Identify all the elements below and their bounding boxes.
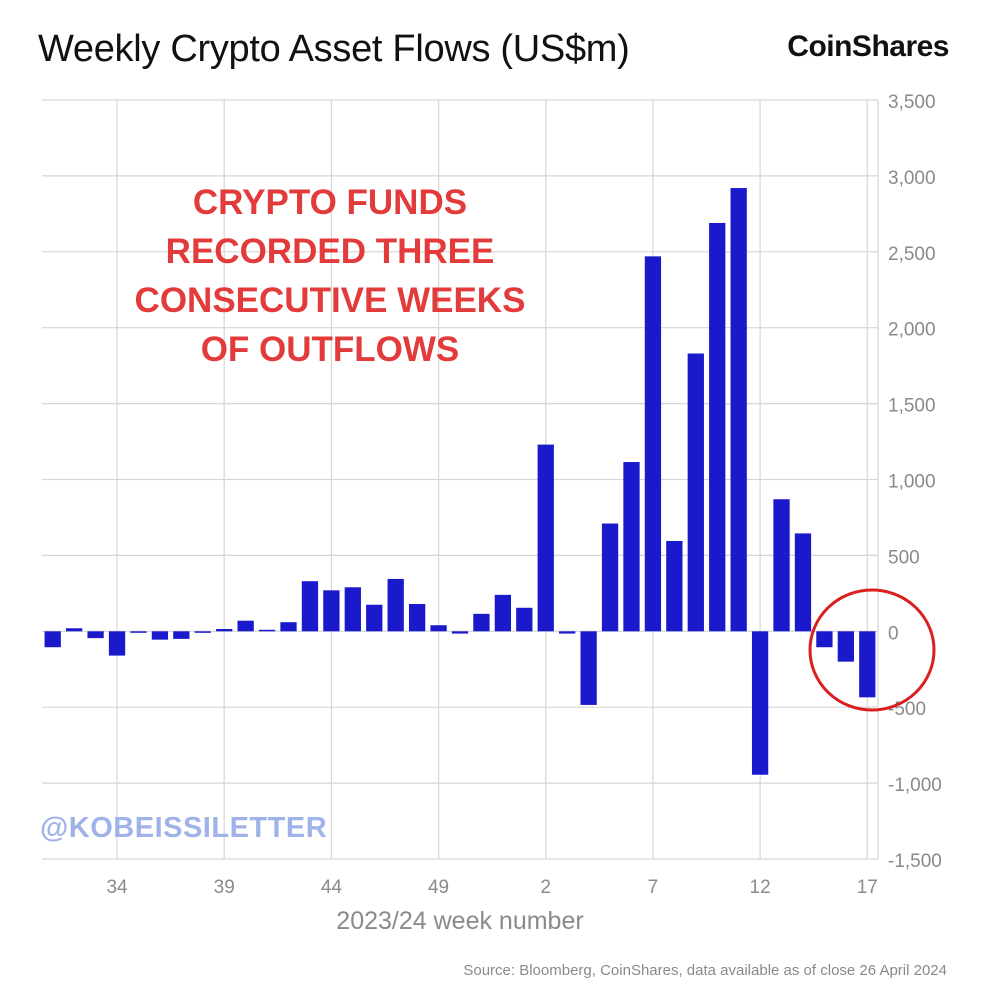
bar-week-9	[687, 353, 704, 632]
bar-week-3	[559, 631, 576, 634]
x-tick-label: 39	[214, 877, 235, 898]
y-tick-label: 1,500	[888, 396, 936, 417]
bar-week-32	[66, 628, 83, 632]
bar-series	[44, 188, 876, 775]
bar-week-34	[108, 631, 126, 656]
bar-week-51	[473, 613, 490, 632]
bar-week-17	[859, 631, 876, 698]
x-tick-label: 7	[648, 877, 659, 898]
coinshares-logo: CoinShares	[787, 30, 949, 63]
bar-week-36	[151, 631, 169, 640]
x-tick-label: 12	[750, 877, 771, 898]
y-tick-label: 2,000	[888, 320, 936, 341]
bar-week-7	[644, 256, 662, 632]
bar-week-48	[408, 603, 426, 632]
bar-week-10	[709, 222, 726, 632]
bar-week-1	[516, 607, 533, 632]
y-tick-label: 0	[888, 623, 899, 644]
y-tick-label: 3,000	[888, 168, 936, 189]
bar-week-38	[194, 631, 211, 633]
y-tick-label: 1,000	[888, 472, 936, 493]
bar-week-40	[237, 620, 254, 632]
y-tick-label: 500	[888, 547, 920, 568]
x-tick-label: 34	[106, 877, 128, 898]
bar-week-12	[751, 631, 769, 775]
bar-week-13	[773, 499, 790, 632]
bar-week-43	[301, 581, 319, 632]
bar-week-39	[216, 629, 233, 632]
x-tick-label: 49	[428, 877, 449, 898]
x-axis-label: 2023/24 week number	[336, 907, 584, 935]
bar-week-46	[366, 604, 383, 632]
y-tick-label: 2,500	[888, 244, 936, 265]
x-tick-label: 2	[540, 877, 551, 898]
bar-week-52	[494, 594, 512, 632]
bar-week-16	[837, 631, 854, 662]
chart-title: Weekly Crypto Asset Flows (US$m)	[38, 28, 630, 70]
bar-week-2	[537, 444, 554, 632]
bar-week-31	[44, 631, 61, 648]
bar-week-45	[344, 587, 361, 632]
bar-week-49	[430, 625, 447, 632]
bar-week-5	[601, 523, 619, 632]
x-tick-label: 44	[321, 877, 343, 898]
y-tick-label: -1,000	[888, 775, 942, 796]
bar-week-47	[387, 578, 404, 632]
bar-week-35	[130, 631, 147, 633]
y-tick-label: -500	[888, 699, 926, 720]
bar-week-14	[794, 533, 812, 632]
x-axis-ticks: 34 39 44 49 2 7 12 17	[106, 877, 877, 898]
bar-week-42	[280, 622, 297, 632]
bar-week-37	[173, 631, 190, 639]
bar-week-33	[87, 631, 104, 639]
bar-week-6	[623, 462, 640, 632]
bar-week-4	[580, 631, 597, 705]
outflow-highlight-circle	[808, 588, 936, 712]
bar-week-15	[816, 631, 833, 648]
source-note: Source: Bloomberg, CoinShares, data avai…	[463, 962, 947, 979]
bar-week-50	[451, 631, 469, 634]
bar-week-8	[666, 540, 683, 632]
bar-week-44	[323, 590, 340, 632]
bar-week-11	[730, 188, 747, 632]
y-tick-label: -1,500	[888, 851, 942, 872]
x-tick-label: 17	[857, 877, 878, 898]
y-axis-ticks: 3,500 3,000 2,500 2,000 1,500 1,000 500 0 -500 -1…	[888, 92, 942, 872]
outflows-annotation: CRYPTO FUNDS RECORDED THREE CONSECUTIVE …	[134, 183, 526, 369]
y-tick-label: 3,500	[888, 92, 936, 113]
bar-week-41	[258, 629, 276, 632]
watermark: @KOBEISSILETTER	[40, 812, 328, 844]
